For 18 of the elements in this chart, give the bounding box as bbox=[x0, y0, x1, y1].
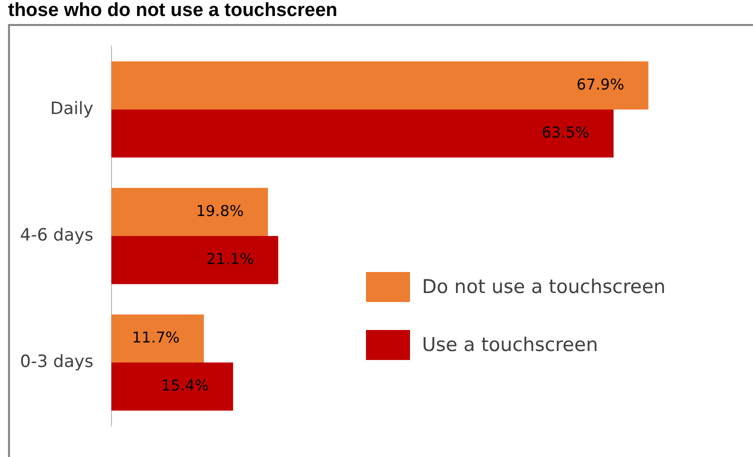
bar bbox=[111, 61, 648, 110]
chart-title: those who do not use a touchscreen bbox=[8, 0, 338, 22]
data-label: 11.7% bbox=[132, 328, 180, 346]
legend-label: Use a touchscreen bbox=[422, 334, 598, 356]
bar bbox=[111, 362, 234, 411]
y-tick-label: Daily bbox=[50, 98, 94, 119]
y-tick-label: 4-6 days bbox=[20, 225, 94, 246]
bar bbox=[111, 109, 614, 158]
bar bbox=[111, 188, 268, 236]
data-label: 19.8% bbox=[196, 202, 244, 220]
data-label: 21.1% bbox=[206, 250, 254, 268]
data-label: 67.9% bbox=[576, 75, 624, 94]
legend-label: Do not use a touchscreen bbox=[422, 276, 666, 298]
y-tick-label: 0-3 days bbox=[20, 352, 94, 372]
bar bbox=[111, 236, 278, 284]
data-label: 63.5% bbox=[542, 123, 590, 142]
data-label: 15.4% bbox=[161, 376, 209, 394]
bar bbox=[111, 314, 204, 363]
